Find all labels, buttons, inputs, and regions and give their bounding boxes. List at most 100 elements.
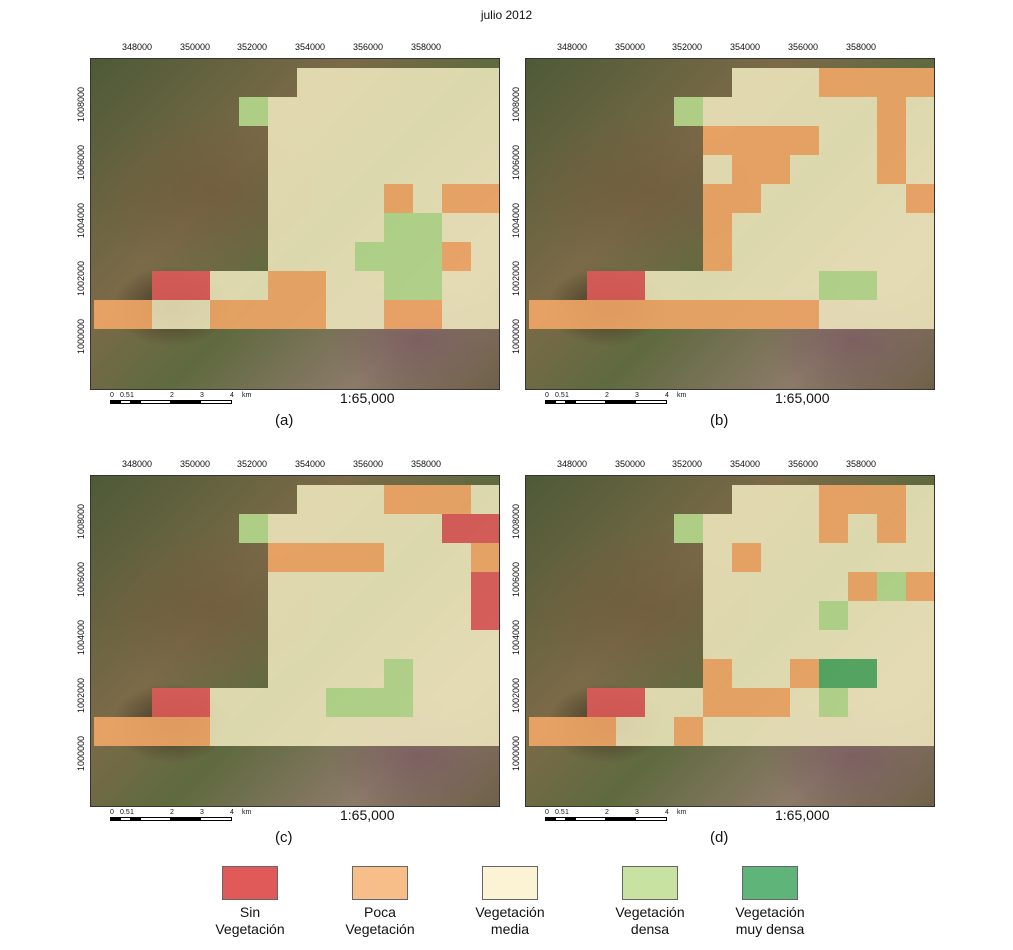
panel-label: (c) [275,829,293,846]
grid-cell [297,68,326,97]
legend-label: Vegetación [345,921,415,937]
grid-cell [790,543,819,572]
scale-ratio: 1:65,000 [775,390,830,406]
grid-cell [848,155,877,184]
grid-cell [355,543,384,572]
scale-label: 0.5 [555,809,565,816]
grid-cell [732,68,761,97]
grid-cell [152,271,181,300]
legend-item: Sin Vegetación [200,866,300,938]
grid-cell [732,155,761,184]
grid-cell [123,717,152,746]
grid-cell [819,717,848,746]
grid-cell [732,271,761,300]
grid-cell [732,242,761,271]
grid-cell [790,242,819,271]
map-panel-3: 348000 350000 352000 354000 356000 358000 1008… [76,457,530,877]
map-panel-2: 348000 350000 352000 354000 356000 358000 1008… [511,40,965,460]
grid-cell [239,300,268,329]
legend-label: Vegetación [475,904,545,920]
classification-grid [94,68,499,329]
grid-cell [906,688,934,717]
y-tick-label: 1008000 [76,503,86,539]
grid-cell [819,271,848,300]
grid-cell [413,155,442,184]
grid-cell [384,572,413,601]
grid-cell [210,688,239,717]
x-axis-labels: 348000 350000 352000 354000 356000 358000 [90,457,530,473]
grid-cell [732,717,761,746]
grid-cell [761,659,790,688]
scale-segment [575,400,607,404]
grid-cell [848,543,877,572]
grid-cell [326,514,355,543]
grid-cell [703,155,732,184]
grid-cell [268,155,297,184]
grid-cell [326,543,355,572]
grid-cell [239,688,268,717]
y-tick-label: 1004000 [76,202,86,238]
scale-bar: 0 0.5 1 2 3 4 km [545,809,705,831]
grid-cell [384,242,413,271]
grid-cell [877,601,906,630]
grid-cell [384,688,413,717]
grid-cell [819,68,848,97]
scale-segment [110,400,120,404]
scale-label: 3 [200,809,204,816]
scale-segment [200,400,232,404]
grid-cell [790,97,819,126]
grid-cell [297,630,326,659]
grid-cell [616,300,645,329]
grid-cell [297,126,326,155]
x-tick-label: 354000 [729,459,761,469]
grid-cell [848,572,877,601]
grid-cell [355,572,384,601]
grid-cell [877,659,906,688]
y-tick-label: 1004000 [76,619,86,655]
legend-label: Sin [239,904,261,920]
grid-cell [442,126,471,155]
x-tick-label: 348000 [121,42,153,52]
scale-label: 3 [635,392,639,399]
grid-cell [819,601,848,630]
grid-cell [413,300,442,329]
x-tick-label: 354000 [729,42,761,52]
grid-cell [413,97,442,126]
grid-cell [616,717,645,746]
grid-cell [326,659,355,688]
scale-segment [200,817,232,821]
classification-grid [529,68,934,329]
grid-cell [413,630,442,659]
x-axis-labels: 348000 350000 352000 354000 356000 358000 [525,457,965,473]
legend-label: Vegetación [215,921,285,937]
legend: Sin Vegetación Poca Vegetación Vegetación med… [200,866,840,946]
grid-cell [297,717,326,746]
grid-cell [906,242,934,271]
x-tick-label: 352000 [671,459,703,469]
grid-cell [471,155,499,184]
grid-cell [790,68,819,97]
scale-bar: 0 0.5 1 2 3 4 km [110,392,270,414]
grid-cell [906,601,934,630]
grid-cell [732,126,761,155]
grid-cell [877,242,906,271]
grid-cell [384,184,413,213]
grid-cell [877,485,906,514]
grid-cell [703,601,732,630]
grid-cell [703,688,732,717]
grid-cell [471,300,499,329]
grid-cell [471,485,499,514]
grid-cell [442,688,471,717]
grid-cell [790,213,819,242]
grid-cell [413,543,442,572]
scale-label: 0 [545,392,549,399]
grid-cell [471,688,499,717]
scale-segment [635,400,667,404]
grid-cell [906,155,934,184]
grid-cell [442,68,471,97]
grid-cell [674,300,703,329]
grid-cell [732,630,761,659]
map-panel-1: 348000 350000 352000 354000 356000 358000 1008… [76,40,530,460]
grid-cell [761,543,790,572]
scale-segment [545,817,555,821]
